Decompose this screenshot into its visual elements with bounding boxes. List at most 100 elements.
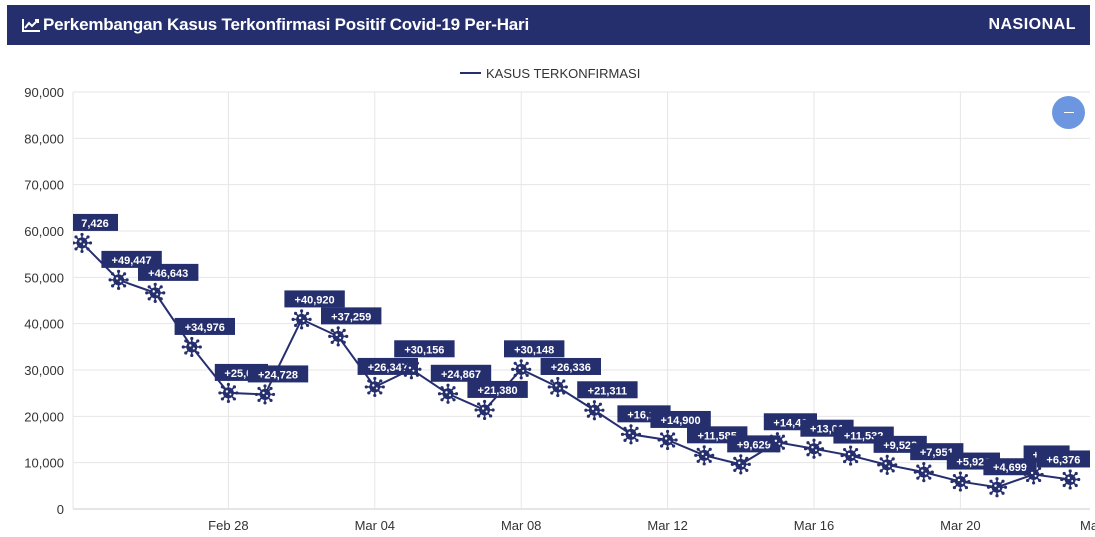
virus-dot [921, 469, 924, 472]
data-label: +5,922 [956, 457, 990, 469]
virus-spike-tip [123, 284, 127, 288]
virus-spike-tip [855, 447, 859, 452]
virus-icon [877, 454, 898, 475]
virus-spike-tip [928, 476, 932, 480]
virus-icon [437, 383, 459, 404]
virus-spike-tip [528, 367, 532, 371]
virus-spike-tip [922, 479, 926, 483]
minus-icon [1063, 111, 1074, 114]
data-label-box [394, 340, 455, 358]
virus-spike-tip [415, 361, 420, 365]
virus-spike-tip [739, 454, 743, 458]
virus-spike-tip [446, 383, 450, 387]
virus-spike-tip [769, 434, 773, 438]
virus-body [918, 466, 930, 478]
virus-dot [738, 461, 741, 465]
virus-spike-tip [1062, 471, 1066, 476]
zoom-out-button[interactable] [1052, 96, 1085, 129]
virus-spike-tip [525, 373, 529, 377]
data-label-box [247, 365, 309, 383]
virus-dot [156, 293, 159, 296]
virus-spike-tip [657, 438, 661, 442]
virus-dot [485, 410, 488, 413]
series-line [81, 242, 1071, 489]
virus-spike-tip [306, 323, 310, 328]
x-tick-label: Mar 20 [940, 518, 980, 533]
virus-spike-tip [623, 438, 627, 442]
virus-dot [595, 410, 598, 413]
virus-spike-tip [235, 391, 239, 395]
data-label: +37,259 [331, 311, 371, 323]
virus-spike-tip [226, 399, 230, 404]
virus-spike-tip [269, 386, 273, 391]
virus-spike-tip [162, 291, 166, 295]
virus-spike-tip [598, 414, 603, 418]
virus-spike-tip [159, 285, 163, 289]
virus-spike-tip [446, 400, 450, 404]
data-label-group: +30,156 [394, 340, 455, 358]
virus-spike-tip [367, 379, 371, 383]
virus-spike-tip [840, 453, 844, 458]
virus-spike-tip [190, 353, 194, 358]
data-label-group: 7,426 [73, 213, 118, 231]
data-label: +34,976 [185, 322, 225, 334]
virus-spike-tip [1060, 477, 1064, 482]
virus-spike-tip [928, 464, 932, 468]
virus-spike-tip [1032, 464, 1036, 468]
virus-dot [815, 449, 817, 452]
virus-spike-tip [913, 470, 917, 474]
virus-icon [73, 232, 93, 254]
virus-spike-tip [586, 414, 590, 418]
virus-dot [335, 333, 338, 337]
virus-spike-tip [1032, 481, 1036, 485]
virus-icon [620, 424, 642, 445]
virus-spike-tip [1068, 469, 1072, 473]
virus-spike-tip [812, 438, 816, 442]
virus-spike-tip [964, 485, 969, 490]
virus-spike-tip [922, 462, 926, 466]
scope-label: NASIONAL [988, 16, 1076, 33]
virus-spike-tip [159, 297, 163, 301]
virus-spike-tip [894, 463, 898, 467]
virus-spike-tip [812, 455, 816, 459]
virus-spike-tip [513, 373, 517, 377]
data-label-group: +6,376 [1036, 450, 1090, 468]
virus-spike-tip [711, 453, 715, 457]
x-tick-label: Mar [1080, 518, 1095, 533]
y-tick-label: 0 [57, 502, 64, 517]
virus-spike-tip [958, 471, 963, 475]
virus-spike-tip [775, 449, 780, 453]
virus-body [259, 388, 271, 400]
virus-icon [694, 445, 715, 466]
virus-spike-tip [1038, 466, 1042, 471]
virus-body [1028, 468, 1040, 480]
virus-body [442, 388, 454, 400]
virus-spike-tip [891, 469, 895, 473]
virus-spike-tip [367, 391, 371, 395]
virus-spike-tip [547, 385, 551, 389]
virus-icon [108, 269, 129, 290]
virus-dot [372, 384, 375, 387]
virus-dot [449, 394, 451, 397]
virus-spike-tip [483, 399, 487, 404]
data-label: +46,643 [148, 268, 188, 280]
virus-icon [657, 429, 678, 451]
virus-spike-tip [293, 311, 298, 315]
virus-dot [1034, 474, 1037, 477]
virus-spike-tip [562, 379, 566, 383]
virus-spike-tip [88, 241, 93, 245]
virus-spike-tip [623, 426, 627, 430]
virus-icon [1060, 469, 1081, 490]
virus-spike-tip [842, 447, 847, 452]
virus-dot [1067, 476, 1070, 480]
data-label: +26,336 [551, 362, 591, 374]
virus-spike-tip [674, 438, 678, 442]
virus-body [186, 341, 198, 353]
virus-body [625, 428, 637, 440]
virus-spike-tip [598, 402, 603, 406]
y-tick-label: 70,000 [24, 178, 64, 193]
virus-spike-tip [291, 317, 295, 322]
data-label-box [540, 357, 601, 375]
virus-icon [584, 400, 605, 421]
virus-dot [811, 446, 814, 449]
